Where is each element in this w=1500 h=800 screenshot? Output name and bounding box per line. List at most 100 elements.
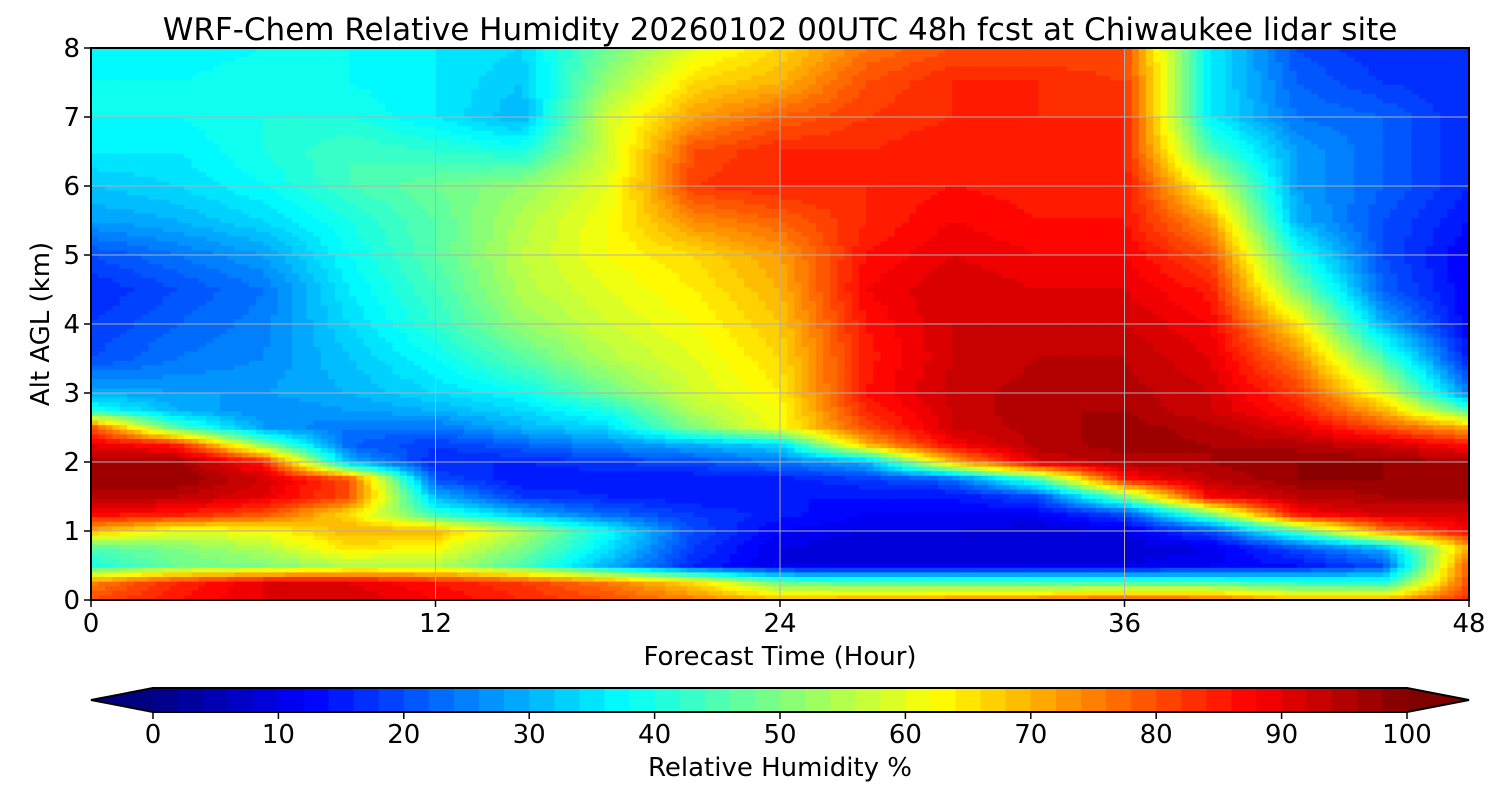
heatmap-cell: [400, 99, 408, 104]
heatmap-cell: [1426, 53, 1434, 58]
heatmap-cell: [1081, 76, 1089, 81]
heatmap-cell: [895, 57, 903, 62]
heatmap-cell: [543, 140, 551, 145]
heatmap-cell: [802, 149, 810, 154]
heatmap-cell: [1347, 89, 1355, 94]
heatmap-cell: [1103, 99, 1111, 104]
heatmap-cell: [1261, 85, 1269, 90]
heatmap-cell: [1146, 94, 1154, 99]
heatmap-cell: [1383, 131, 1391, 136]
heatmap-cell: [1074, 66, 1082, 71]
heatmap-cell: [651, 145, 659, 150]
heatmap-cell: [148, 94, 156, 99]
heatmap-cell: [235, 62, 243, 67]
heatmap-cell: [866, 103, 874, 108]
heatmap-cell: [1361, 85, 1369, 90]
heatmap-cell: [1297, 85, 1305, 90]
heatmap-cell: [321, 53, 329, 58]
heatmap-cell: [931, 94, 939, 99]
heatmap-cell: [945, 62, 953, 67]
heatmap-cell: [1218, 135, 1226, 140]
heatmap-cell: [486, 89, 494, 94]
heatmap-cell: [543, 103, 551, 108]
heatmap-cell: [1218, 53, 1226, 58]
heatmap-cell: [1268, 99, 1276, 104]
heatmap-cell: [134, 85, 142, 90]
heatmap-cell: [550, 140, 558, 145]
heatmap-cell: [500, 89, 508, 94]
heatmap-cell: [1046, 158, 1054, 163]
heatmap-cell: [931, 131, 939, 136]
heatmap-cell: [730, 80, 738, 85]
heatmap-cell: [1239, 158, 1247, 163]
heatmap-cell: [1153, 149, 1161, 154]
heatmap-cell: [974, 94, 982, 99]
heatmap-cell: [1225, 80, 1233, 85]
heatmap-cell: [270, 163, 278, 168]
heatmap-cell: [141, 66, 149, 71]
heatmap-cell: [1404, 149, 1412, 154]
heatmap-cell: [823, 99, 831, 104]
heatmap-cell: [773, 57, 781, 62]
heatmap-cell: [464, 117, 472, 122]
heatmap-cell: [1225, 117, 1233, 122]
heatmap-cell: [636, 66, 644, 71]
heatmap-cell: [572, 53, 580, 58]
heatmap-cell: [536, 66, 544, 71]
heatmap-cell: [952, 126, 960, 131]
heatmap-cell: [543, 71, 551, 76]
heatmap-cell: [780, 99, 788, 104]
heatmap-cell: [471, 94, 479, 99]
heatmap-cell: [1232, 89, 1240, 94]
heatmap-cell: [249, 131, 257, 136]
heatmap-cell: [134, 126, 142, 131]
heatmap-cell: [1125, 103, 1133, 108]
heatmap-cell: [1060, 149, 1068, 154]
heatmap-cell: [1038, 117, 1046, 122]
heatmap-cell: [141, 94, 149, 99]
heatmap-cell: [1017, 140, 1025, 145]
heatmap-cell: [974, 66, 982, 71]
heatmap-cell: [1376, 80, 1384, 85]
heatmap-cell: [1361, 126, 1369, 131]
heatmap-cell: [680, 62, 688, 67]
heatmap-cell: [1268, 71, 1276, 76]
heatmap-cell: [1239, 154, 1247, 159]
heatmap-cell: [378, 145, 386, 150]
heatmap-cell: [1440, 94, 1448, 99]
heatmap-cell: [636, 145, 644, 150]
heatmap-cell: [837, 62, 845, 67]
heatmap-cell: [313, 145, 321, 150]
heatmap-cell: [723, 158, 731, 163]
heatmap-cell: [565, 154, 573, 159]
heatmap-cell: [945, 140, 953, 145]
heatmap-cell: [565, 99, 573, 104]
heatmap-cell: [1340, 103, 1348, 108]
heatmap-cell: [1397, 80, 1405, 85]
heatmap-cell: [708, 154, 716, 159]
heatmap-cell: [1168, 154, 1176, 159]
heatmap-cell: [952, 85, 960, 90]
heatmap-cell: [184, 149, 192, 154]
heatmap-cell: [687, 117, 695, 122]
heatmap-cell: [1089, 163, 1097, 168]
heatmap-cell: [270, 108, 278, 113]
heatmap-cell: [1290, 149, 1298, 154]
heatmap-cell: [1318, 94, 1326, 99]
heatmap-cell: [730, 99, 738, 104]
heatmap-cell: [873, 76, 881, 81]
heatmap-cell: [737, 62, 745, 67]
heatmap-cell: [1203, 80, 1211, 85]
heatmap-cell: [758, 71, 766, 76]
heatmap-cell: [931, 126, 939, 131]
heatmap-cell: [550, 126, 558, 131]
heatmap-cell: [644, 66, 652, 71]
heatmap-cell: [1297, 117, 1305, 122]
heatmap-cell: [421, 135, 429, 140]
heatmap-cell: [608, 140, 616, 145]
heatmap-cell: [371, 122, 379, 127]
heatmap-cell: [436, 135, 444, 140]
heatmap-cell: [213, 57, 221, 62]
heatmap-cell: [256, 117, 264, 122]
heatmap-cell: [1203, 62, 1211, 67]
